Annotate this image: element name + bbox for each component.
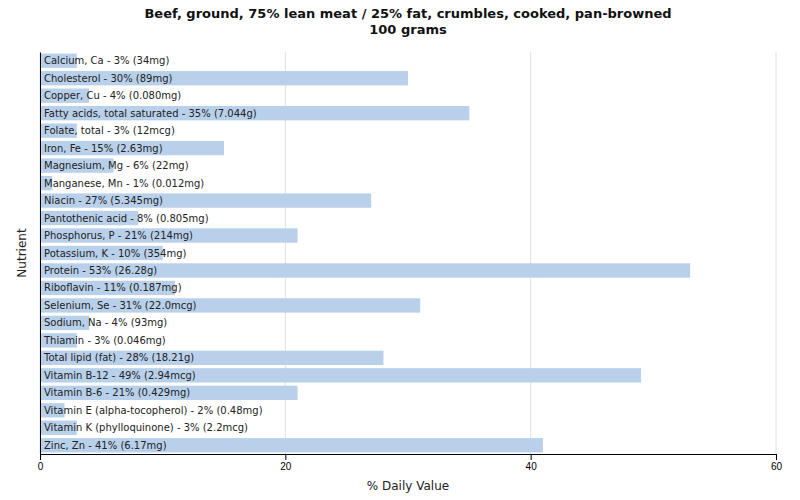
grid-line xyxy=(776,52,777,454)
bar xyxy=(40,193,371,207)
bar-label: Iron, Fe - 15% (2.63mg) xyxy=(44,143,163,154)
x-axis: 0 20 40 60 xyxy=(38,454,783,472)
plot-area: Calcium, Ca - 3% (34mg) Cholesterol - 30%… xyxy=(15,52,782,493)
title-line: 100 grams xyxy=(369,22,447,37)
x-tick-label: 0 xyxy=(38,461,44,472)
bar-label: Protein - 53% (26.28g) xyxy=(44,265,157,276)
bar xyxy=(40,141,224,155)
bar-label: Total lipid (fat) - 28% (18.21g) xyxy=(43,352,194,363)
bar-label: Pantothenic acid - 8% (0.805mg) xyxy=(44,213,209,224)
chart: Calcium, Ca - 3% (34mg) Cholesterol - 30%… xyxy=(0,0,800,500)
bar-label: Thiamin - 3% (0.046mg) xyxy=(43,335,166,346)
bar-label: Phosphorus, P - 21% (214mg) xyxy=(44,230,193,241)
bar xyxy=(40,228,298,242)
grid-line xyxy=(530,52,531,454)
x-tick-mark xyxy=(531,454,532,460)
bar-label: Niacin - 27% (5.345mg) xyxy=(44,195,163,206)
y-axis-title: Nutrient xyxy=(15,228,29,278)
x-tick-mark xyxy=(40,454,41,460)
bar-labels: Calcium, Ca - 3% (34mg) Cholesterol - 30%… xyxy=(43,55,263,451)
bar-label: Vitamin E (alpha-tocopherol) - 2% (0.48m… xyxy=(44,405,263,416)
bar xyxy=(40,386,298,400)
x-tick-label: 20 xyxy=(280,461,292,472)
bar-label: Vitamin B-6 - 21% (0.429mg) xyxy=(44,387,190,398)
bar xyxy=(40,368,641,382)
bar-label: Folate, total - 3% (12mcg) xyxy=(44,125,175,136)
y-axis-line xyxy=(40,53,41,455)
bar xyxy=(40,351,383,365)
x-axis-line xyxy=(41,455,777,461)
y-axis xyxy=(40,53,41,455)
bar-label: Fatty acids, total saturated - 35% (7.04… xyxy=(44,108,257,119)
bar-label: Sodium, Na - 4% (93mg) xyxy=(44,317,167,328)
bar-label: Manganese, Mn - 1% (0.012mg) xyxy=(44,178,204,189)
bars xyxy=(40,54,690,453)
bar xyxy=(40,298,420,312)
title: Beef, ground, 75% lean meat / 25% fat, c… xyxy=(144,6,671,37)
x-tick-mark xyxy=(285,454,286,460)
x-tick-label: 40 xyxy=(526,461,538,472)
x-tick: 40 xyxy=(526,454,538,472)
bar xyxy=(40,263,690,277)
bar-label: Riboflavin - 11% (0.187mg) xyxy=(44,282,182,293)
x-tick: 0 xyxy=(38,454,44,472)
bar xyxy=(40,71,408,85)
bar-label: Vitamin K (phylloquinone) - 3% (2.2mcg) xyxy=(44,422,248,433)
grid-line xyxy=(40,52,41,454)
x-tick-mark xyxy=(776,454,777,460)
bar-label: Zinc, Zn - 41% (6.17mg) xyxy=(44,440,167,451)
x-tick: 60 xyxy=(771,454,783,472)
bar-label: Vitamin B-12 - 49% (2.94mcg) xyxy=(44,370,196,381)
x-tick: 20 xyxy=(280,454,292,472)
bar-label: Selenium, Se - 31% (22.0mcg) xyxy=(44,300,197,311)
bar xyxy=(40,106,469,120)
x-axis-title: % Daily Value xyxy=(367,479,449,493)
bar-label: Calcium, Ca - 3% (34mg) xyxy=(44,55,169,66)
title-line: Beef, ground, 75% lean meat / 25% fat, c… xyxy=(144,6,671,21)
grid xyxy=(40,52,776,454)
x-tick-label: 60 xyxy=(771,461,783,472)
bar-label: Potassium, K - 10% (354mg) xyxy=(44,248,186,259)
bar-label: Magnesium, Mg - 6% (22mg) xyxy=(44,160,189,171)
bar-label: Cholesterol - 30% (89mg) xyxy=(44,73,173,84)
bar xyxy=(40,438,543,452)
bar-label: Copper, Cu - 4% (0.080mg) xyxy=(44,90,181,101)
